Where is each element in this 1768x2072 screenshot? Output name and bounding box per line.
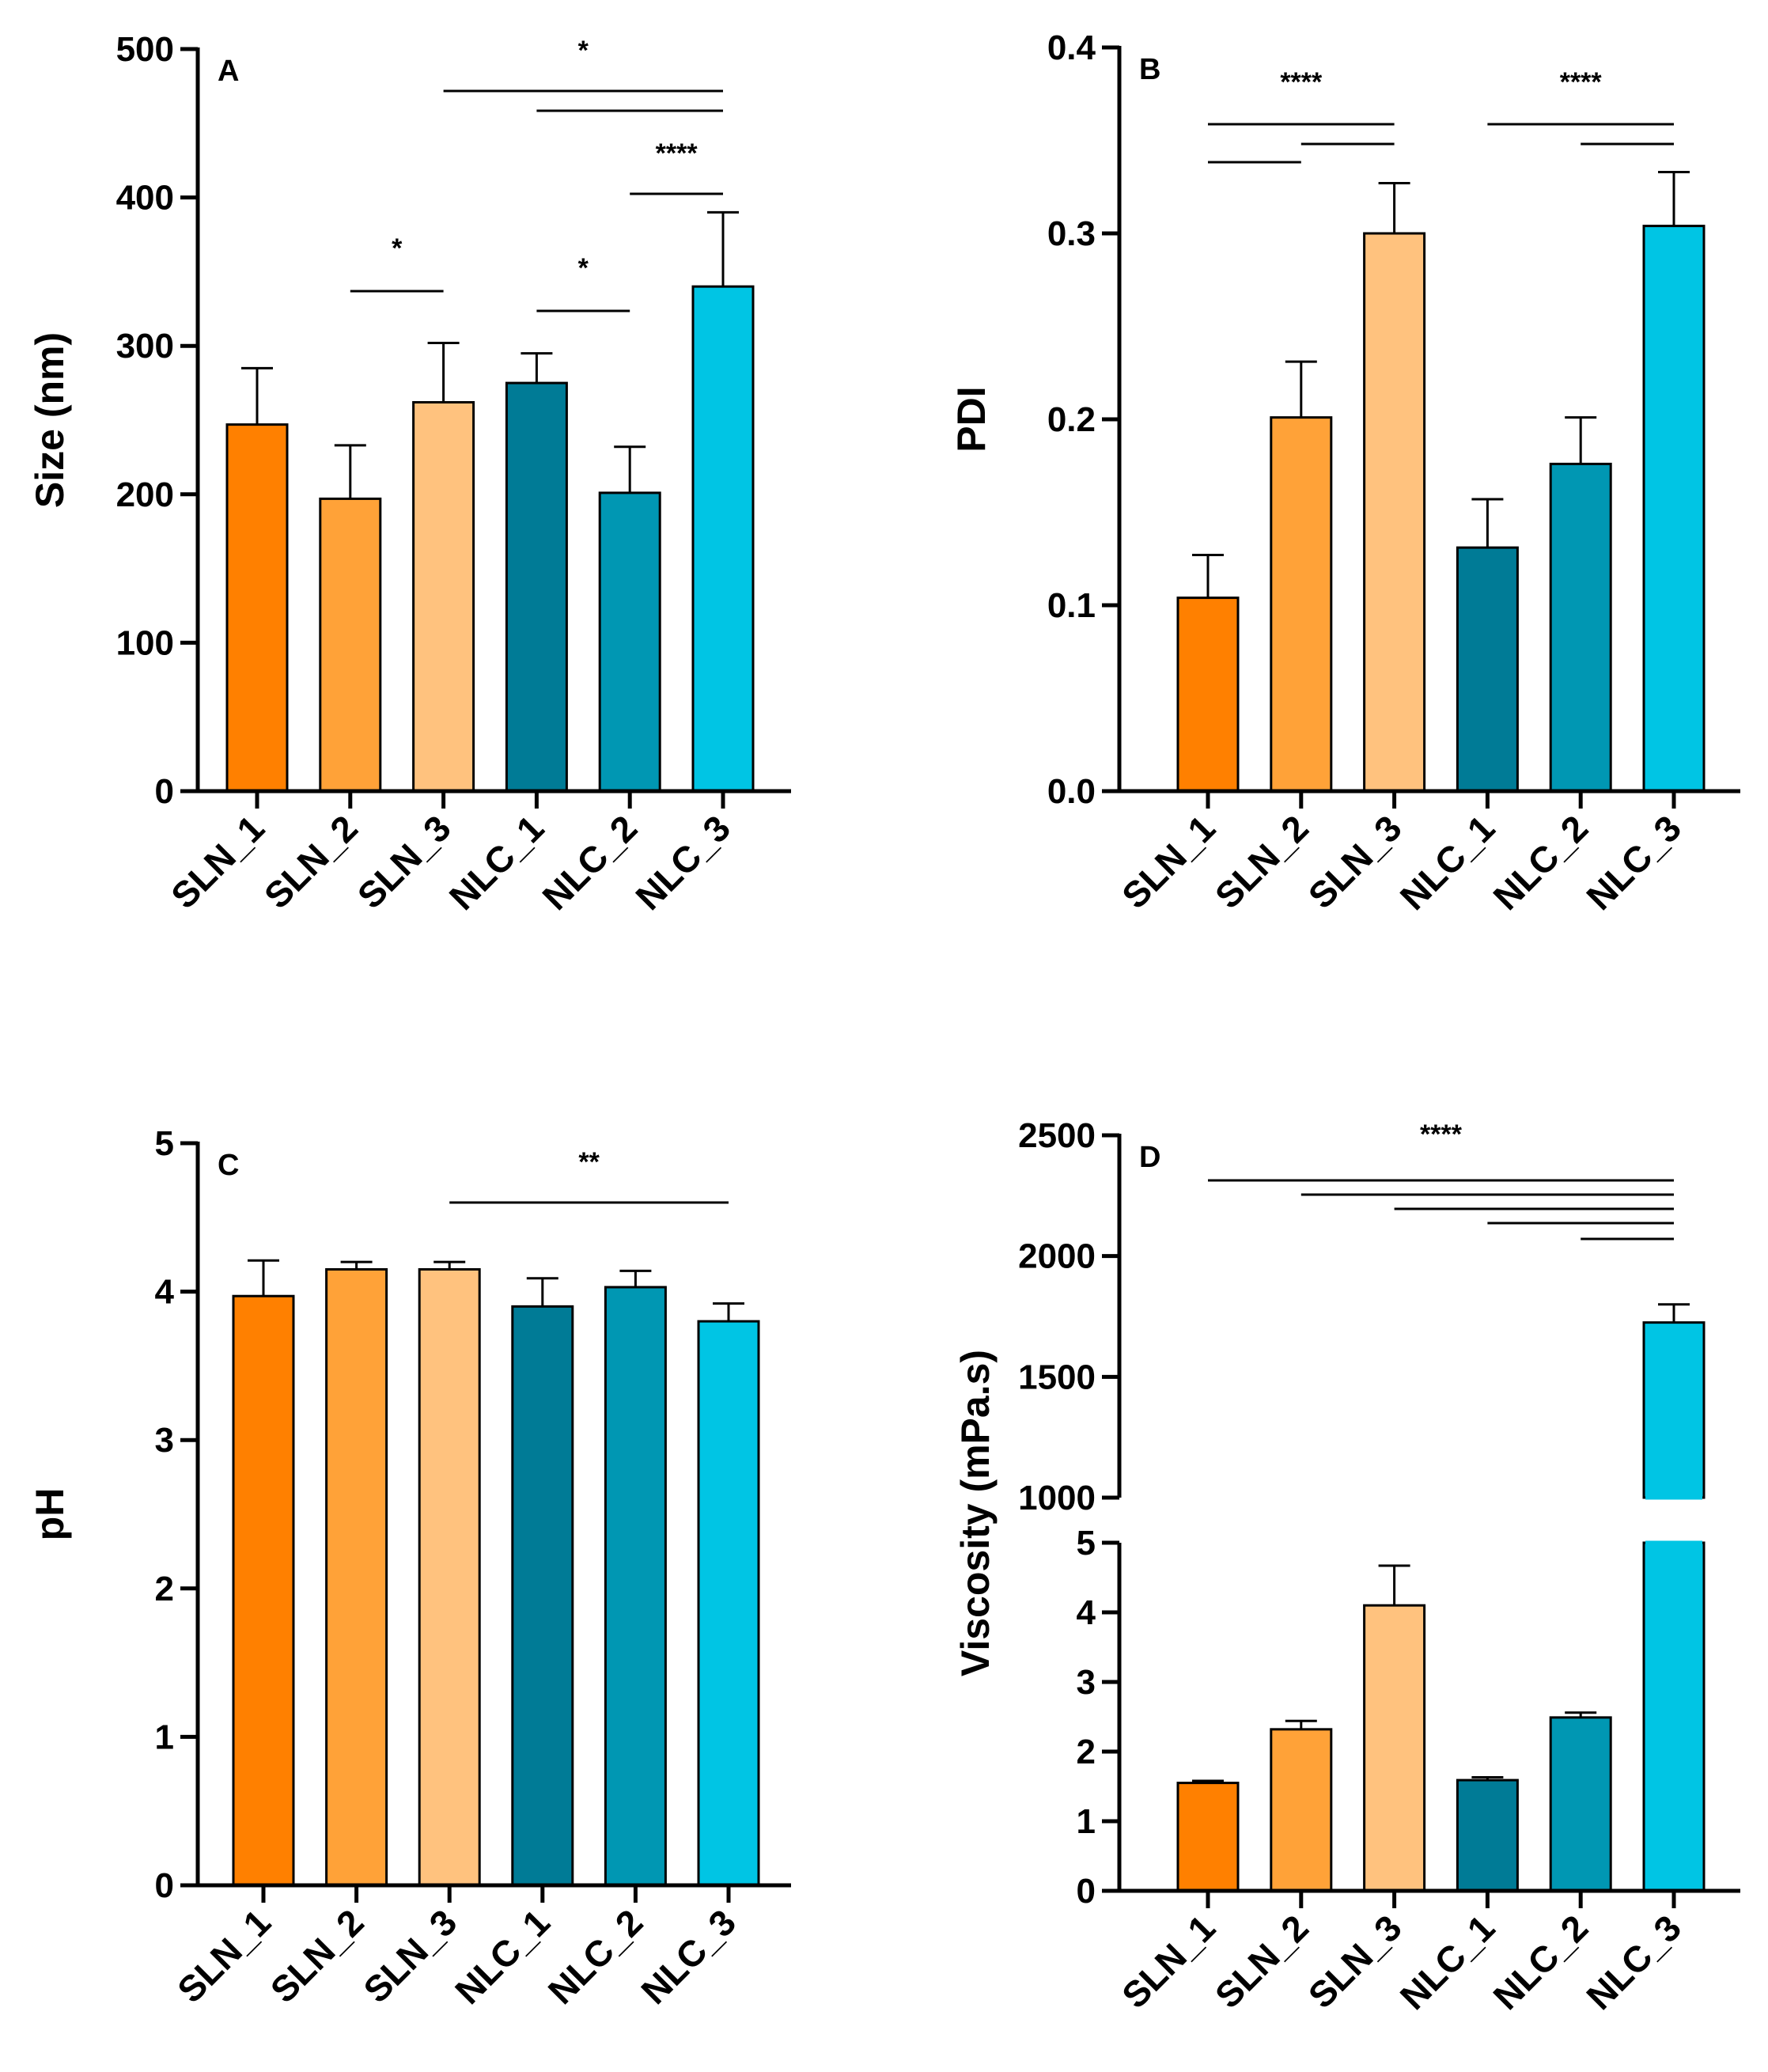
x-tick-label-d-SLN_2: SLN_2 xyxy=(1207,1907,1316,2016)
panel-a-size-chart: 0100200300400500SLN_1SLN_2SLN_3NLC_1NLC_… xyxy=(28,30,791,918)
y-tick-label-b: 0.3 xyxy=(1047,214,1096,253)
bar-d-SLN_3 xyxy=(1363,1604,1426,1892)
y-tick-label-a: 0 xyxy=(155,772,174,811)
y-tick-label-c: 3 xyxy=(155,1421,174,1460)
bar-a-SLN_2 xyxy=(319,497,382,793)
x-tick-label-d-NLC_2: NLC_2 xyxy=(1485,1907,1596,2017)
y-axis-title-d: Viscosity (mPa.s) xyxy=(953,1350,998,1676)
y-tick-label-upper-d: 1500 xyxy=(1018,1358,1096,1396)
y-tick-label-lower-d: 3 xyxy=(1077,1663,1096,1702)
x-tick-label-d-NLC_3: NLC_3 xyxy=(1578,1907,1689,2017)
y-tick-label-lower-d: 4 xyxy=(1077,1593,1096,1632)
y-tick-label-lower-d: 1 xyxy=(1077,1802,1096,1841)
x-tick-label-b-NLC_3: NLC_3 xyxy=(1578,807,1689,918)
bar-b-SLN_2 xyxy=(1270,416,1333,793)
significance-label-a: * xyxy=(578,36,589,66)
y-tick-label-a: 300 xyxy=(116,327,174,366)
bar-c-NLC_2 xyxy=(604,1286,667,1887)
bar-c-SLN_3 xyxy=(418,1267,481,1887)
bar-a-SLN_1 xyxy=(225,423,289,793)
significance-label-b: **** xyxy=(1560,67,1603,97)
y-tick-label-c: 0 xyxy=(155,1866,174,1905)
y-tick-label-b: 0.1 xyxy=(1047,586,1096,625)
panel-letter-c: C xyxy=(218,1149,239,1182)
panel-letter-a: A xyxy=(218,55,239,88)
x-tick-label-a-NLC_3: NLC_3 xyxy=(627,807,738,918)
bar-d-NLC_1 xyxy=(1456,1778,1519,1892)
bar-a-NLC_3 xyxy=(691,285,755,793)
y-tick-label-c: 4 xyxy=(155,1273,175,1312)
y-tick-label-a: 500 xyxy=(116,30,174,69)
bar-c-NLC_1 xyxy=(511,1305,574,1887)
y-axis-title-a: Size (nm) xyxy=(28,332,72,508)
panel-letter-d: D xyxy=(1139,1141,1160,1174)
significance-label-a: * xyxy=(578,253,589,283)
bar-a-SLN_3 xyxy=(412,400,475,793)
x-tick-label-d-SLN_1: SLN_1 xyxy=(1114,1907,1223,2016)
y-axis-title-b: PDI xyxy=(949,386,994,452)
y-tick-label-b: 0.2 xyxy=(1047,400,1096,439)
bar-c-SLN_1 xyxy=(232,1294,295,1887)
x-tick-label-c-SLN_2: SLN_2 xyxy=(263,1901,372,2010)
y-tick-label-upper-d: 1000 xyxy=(1018,1479,1096,1517)
y-tick-label-lower-d: 5 xyxy=(1077,1524,1096,1563)
x-tick-label-b-SLN_1: SLN_1 xyxy=(1114,807,1223,916)
x-tick-label-c-NLC_3: NLC_3 xyxy=(633,1901,744,2012)
bar-d-NLC_3-lower xyxy=(1642,1541,1706,1892)
y-axis-title-c: pH xyxy=(28,1488,72,1541)
y-tick-label-lower-d: 2 xyxy=(1077,1733,1096,1771)
x-tick-label-c-SLN_1: SLN_1 xyxy=(169,1901,278,2010)
significance-label-a: **** xyxy=(656,138,698,169)
bar-d-SLN_1 xyxy=(1176,1782,1240,1892)
panel-b-pdi-chart: 0.0 0.1 0.2 0.3 0.4 SLN_1SLN_2SLN_3NLC_1NLC_2… xyxy=(949,28,1740,918)
bar-b-SLN_1 xyxy=(1176,597,1240,793)
bar-b-NLC_3 xyxy=(1642,225,1706,793)
bar-d-NLC_3-upper xyxy=(1642,1321,1706,1499)
y-tick-label-c: 1 xyxy=(155,1718,174,1756)
bar-b-NLC_2 xyxy=(1549,462,1612,793)
x-tick-label-b-SLN_2: SLN_2 xyxy=(1207,807,1316,916)
x-tick-label-c-NLC_2: NLC_2 xyxy=(540,1901,651,2012)
bar-d-NLC_2 xyxy=(1549,1716,1612,1892)
significance-label-a: * xyxy=(392,233,403,263)
x-tick-label-b-SLN_3: SLN_3 xyxy=(1300,807,1410,916)
y-tick-label-a: 200 xyxy=(116,475,174,514)
x-tick-label-a-SLN_2: SLN_2 xyxy=(256,807,365,916)
y-tick-label-c: 2 xyxy=(155,1570,174,1608)
y-tick-label-upper-d: 2500 xyxy=(1018,1116,1096,1155)
x-tick-label-d-SLN_3: SLN_3 xyxy=(1300,1907,1410,2016)
x-tick-label-b-NLC_1: NLC_1 xyxy=(1392,807,1503,918)
y-tick-label-b: 0.4 xyxy=(1047,28,1096,67)
y-tick-label-lower-d: 0 xyxy=(1077,1872,1096,1911)
bar-b-NLC_1 xyxy=(1456,546,1519,793)
bar-a-NLC_2 xyxy=(598,491,661,793)
x-tick-label-a-SLN_1: SLN_1 xyxy=(163,807,272,916)
x-tick-label-b-NLC_2: NLC_2 xyxy=(1485,807,1596,918)
significance-label-c: ** xyxy=(578,1147,600,1177)
x-tick-label-a-SLN_3: SLN_3 xyxy=(350,807,459,916)
y-tick-label-a: 100 xyxy=(116,623,174,662)
panel-d-viscosity-chart: 1000150020002500012345SLN_1SLN_2SLN_3NLC… xyxy=(953,1116,1740,2017)
y-tick-label-a: 400 xyxy=(116,179,174,218)
significance-label-d: **** xyxy=(1420,1119,1463,1150)
x-tick-label-a-NLC_1: NLC_1 xyxy=(441,807,552,918)
x-tick-label-c-NLC_1: NLC_1 xyxy=(447,1901,558,2012)
y-tick-label-c: 5 xyxy=(155,1124,174,1163)
x-tick-label-a-NLC_2: NLC_2 xyxy=(534,807,645,918)
y-tick-label-b: 0.0 xyxy=(1047,772,1096,811)
bar-c-NLC_3 xyxy=(697,1320,760,1887)
bar-c-SLN_2 xyxy=(325,1267,388,1887)
bar-d-SLN_2 xyxy=(1270,1728,1333,1892)
panel-letter-b: B xyxy=(1139,53,1160,86)
significance-label-b: **** xyxy=(1280,67,1323,97)
y-tick-label-upper-d: 2000 xyxy=(1018,1237,1096,1276)
bar-a-NLC_1 xyxy=(505,381,568,793)
x-tick-label-c-SLN_3: SLN_3 xyxy=(355,1901,464,2010)
bar-b-SLN_3 xyxy=(1363,232,1426,793)
x-tick-label-d-NLC_1: NLC_1 xyxy=(1392,1907,1503,2017)
